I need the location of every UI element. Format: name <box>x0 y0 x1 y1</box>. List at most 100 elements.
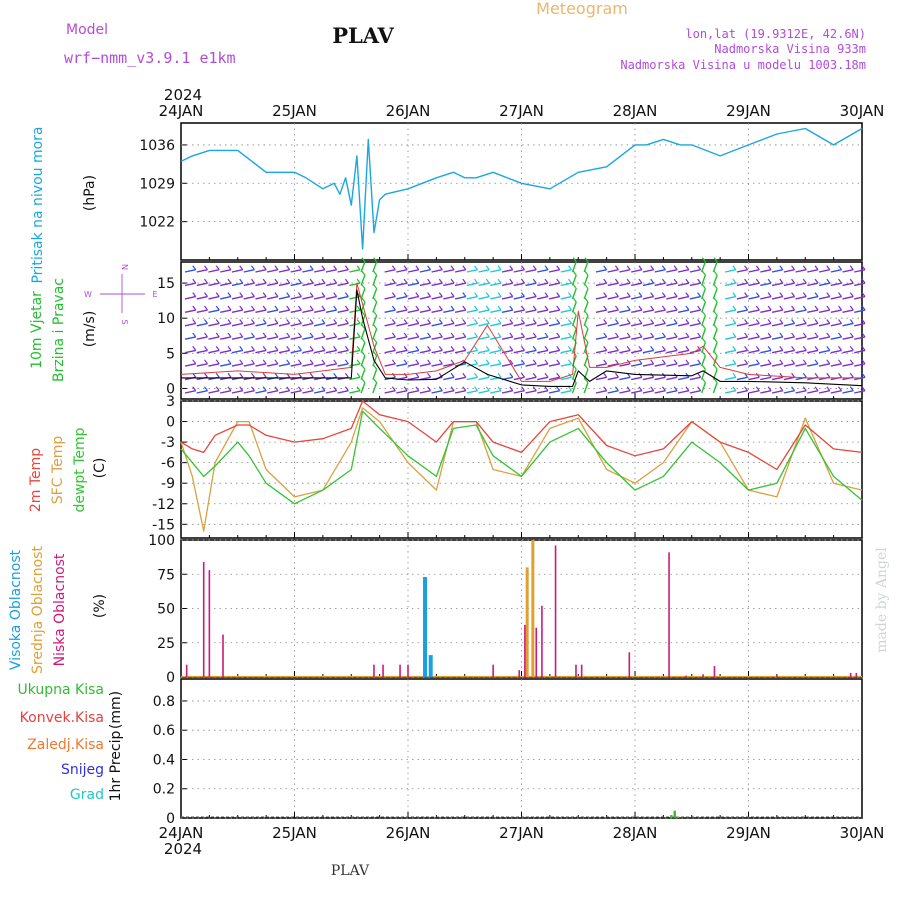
wind-barb <box>419 363 431 367</box>
cloud-unit: (%) <box>92 594 108 618</box>
wind-barb <box>783 336 795 340</box>
wind-barb-flag <box>521 359 525 365</box>
wind-barb <box>760 363 772 367</box>
wind-barb-flag <box>344 265 349 271</box>
wind-barb <box>548 309 560 314</box>
wind-barb-flag <box>356 386 361 392</box>
wind-barb-flag <box>713 257 718 263</box>
wind-barb-flag <box>391 319 396 324</box>
y-tick-label: -15 <box>152 517 175 533</box>
wind-barb-flag <box>286 386 291 392</box>
wind-barb-flag <box>215 372 220 378</box>
wind-barb-flag <box>791 372 796 378</box>
dewpt-line <box>180 410 863 505</box>
wind-barb-flag <box>227 346 232 351</box>
wind-barb-flag <box>462 305 467 311</box>
wind-barb-flag <box>861 319 866 324</box>
wind-barb <box>396 363 408 367</box>
wind-barb <box>854 282 866 287</box>
wind-barb <box>231 363 243 367</box>
wind-barb-flag <box>701 337 706 343</box>
wind-barb-flag <box>826 278 831 284</box>
wind-barb-flag <box>485 386 490 392</box>
wind-barb-flag <box>497 278 502 284</box>
wind-barb-flag <box>204 278 208 284</box>
wind-barb-flag <box>744 386 749 392</box>
wind-barb-flag <box>791 292 796 297</box>
wind-barb-flag <box>814 332 819 338</box>
wind-barb <box>595 363 607 367</box>
wind-barb <box>314 269 326 273</box>
wind-barb <box>571 368 577 380</box>
cloud-bar <box>849 672 852 677</box>
wind-barb <box>466 309 478 314</box>
cloud-bar <box>373 664 375 677</box>
wind-barb <box>231 295 243 300</box>
wind-barb-flag <box>215 319 220 324</box>
wind-barb-flag <box>309 265 314 271</box>
wind-barb <box>537 376 549 381</box>
wind-barb-flag <box>344 319 349 324</box>
wind-barb <box>654 309 666 314</box>
wind-barb-flag <box>250 305 255 311</box>
time-tick-label-top: 27JAN <box>499 102 544 120</box>
cloud-bar <box>208 570 211 677</box>
wind-barb-flag <box>802 372 807 378</box>
wind-barb <box>654 363 666 367</box>
wind-barb <box>712 274 718 286</box>
wind-barb <box>231 309 243 314</box>
wind-barb <box>267 269 279 273</box>
wind-barb <box>231 282 243 287</box>
wind-barb <box>642 269 654 273</box>
wind-barb-flag <box>568 359 572 365</box>
wind-barb-flag <box>391 372 396 378</box>
wind-barb <box>642 309 654 314</box>
wind-barb-flag <box>755 278 760 284</box>
wind-barb-flag <box>286 359 291 365</box>
wind-barb <box>666 309 678 314</box>
wind-barb-flag <box>344 332 349 338</box>
wind-barb <box>736 309 748 314</box>
wind-barb <box>337 349 349 354</box>
wind-barb <box>700 368 707 380</box>
wind-barb-flag <box>485 292 490 297</box>
wind-barb <box>642 363 654 367</box>
wind-barb <box>337 363 349 367</box>
wind-barb-flag <box>603 372 608 378</box>
wind-barb-flag <box>650 305 655 311</box>
wind-barb-flag <box>521 278 525 284</box>
temp-unit: (C) <box>92 458 108 479</box>
wind-barb <box>419 309 431 314</box>
wind-barb-flag <box>732 372 737 378</box>
wind-barb-flag <box>250 332 255 338</box>
wind-barb-flag <box>415 292 420 297</box>
wind-barb-flag <box>556 319 561 324</box>
wind-barb-flag <box>391 386 396 392</box>
wind-barb <box>267 349 279 354</box>
wind-barb <box>818 349 830 354</box>
wind-barb <box>642 282 654 287</box>
wind-barb-flag <box>521 265 525 271</box>
wind-barb-flag <box>462 346 467 351</box>
wind-barb <box>454 349 466 354</box>
wind-barb <box>419 295 431 300</box>
wind-barb-flag <box>826 386 831 392</box>
wind-barb-flag <box>521 372 525 378</box>
y-tick-label: 0.2 <box>153 782 175 798</box>
wind-barb <box>278 336 290 340</box>
wind-barb-flag <box>814 265 819 271</box>
wind-barb <box>666 390 678 394</box>
wind-barb-flag <box>192 292 197 297</box>
wind-barb <box>490 349 502 354</box>
wind-barb <box>184 269 196 273</box>
wind-barb <box>231 336 243 340</box>
wind-barb <box>525 295 537 300</box>
wind-barb-flag <box>474 332 479 338</box>
wind-barb <box>220 336 232 340</box>
wind-barb-flag <box>274 305 279 311</box>
wind-barb <box>583 315 589 327</box>
cloud-bar <box>407 664 409 677</box>
cloud-bar <box>428 655 433 677</box>
wind-barb-flag <box>838 346 843 351</box>
wind-barb <box>548 390 560 394</box>
